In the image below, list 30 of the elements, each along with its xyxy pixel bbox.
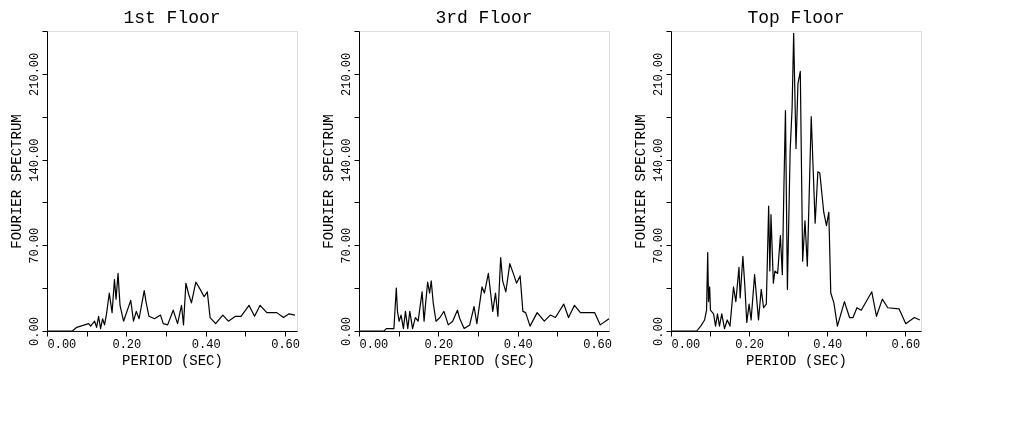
y-axis-title: FOURIER SPECTRUM (320, 114, 337, 249)
y-tick-label: 140.00 (339, 138, 354, 182)
x-tick-label: 0.60 (891, 337, 921, 352)
y-tick-label: 70.00 (651, 227, 666, 264)
x-tick-label: 0.20 (424, 337, 454, 352)
x-tick-label: 0.40 (813, 337, 843, 352)
y-tick-label: 70.00 (339, 227, 354, 264)
y-tick-label: 70.00 (27, 227, 42, 264)
y-axis-title: FOURIER SPECTRUM (632, 114, 649, 249)
y-tick-label: 140.00 (27, 138, 42, 182)
x-axis-title: PERIOD (SEC) (746, 352, 847, 369)
y-tick-label: 210.00 (27, 52, 42, 96)
chart-title: 3rd Floor (435, 7, 533, 28)
chart-title: 1st Floor (123, 7, 221, 28)
x-tick-label: 0.00 (671, 337, 701, 352)
x-tick-label: 0.40 (191, 337, 221, 352)
x-tick-label: 0.00 (47, 337, 77, 352)
x-axis-title: PERIOD (SEC) (434, 352, 535, 369)
x-tick-label: 0.20 (112, 337, 142, 352)
y-tick-label: 140.00 (651, 138, 666, 182)
x-tick-label: 0.00 (359, 337, 389, 352)
x-tick-label: 0.40 (503, 337, 533, 352)
x-axis-title: PERIOD (SEC) (122, 352, 223, 369)
chart-title: Top Floor (747, 7, 845, 28)
x-tick-label: 0.60 (271, 337, 300, 352)
x-tick-label: 0.60 (583, 337, 612, 352)
x-tick-label: 0.20 (735, 337, 765, 352)
y-axis-title: FOURIER SPECTRUM (8, 114, 25, 249)
y-tick-label: 210.00 (339, 52, 354, 96)
y-tick-label: 210.00 (651, 52, 666, 96)
